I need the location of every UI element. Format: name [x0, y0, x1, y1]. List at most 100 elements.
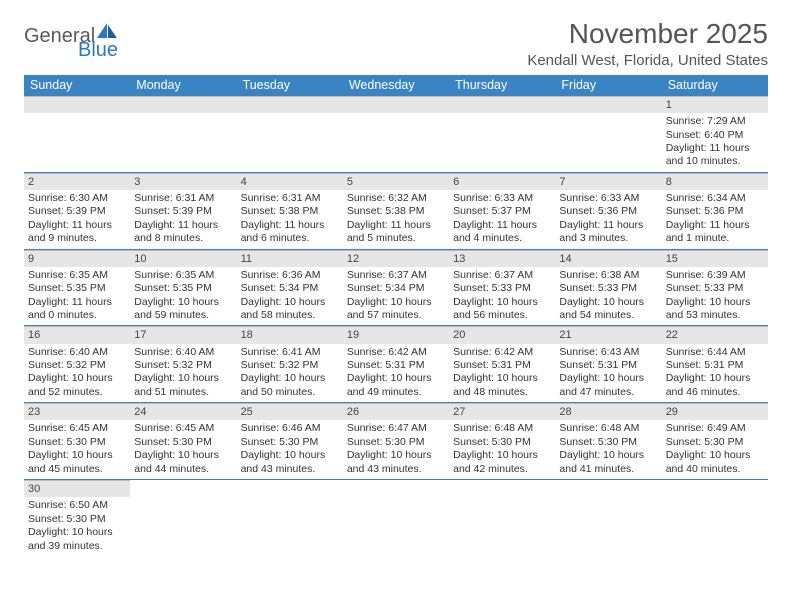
- empty-cell: [449, 480, 555, 556]
- day-cell: 13 Sunrise: 6:37 AMSunset: 5:33 PMDayligh…: [449, 249, 555, 326]
- sunset: Sunset: 5:32 PM: [134, 359, 232, 372]
- day-details: Sunrise: 6:40 AMSunset: 5:32 PMDaylight:…: [130, 344, 236, 403]
- day-cell: 20Sunrise: 6:42 AMSunset: 5:31 PMDayligh…: [449, 326, 555, 403]
- empty-cell: [662, 480, 768, 556]
- day-details: Sunrise: 6:35 AMSunset: 5:35 PMDaylight:…: [24, 267, 130, 326]
- day-cell: 4Sunrise: 6:31 AMSunset: 5:38 PMDaylight…: [237, 172, 343, 249]
- daylight: Daylight: 10 hours and 53 minutes.: [666, 296, 764, 323]
- sunrise: Sunrise: 6:48 AM: [559, 422, 657, 435]
- day-details: Sunrise: 6:42 AMSunset: 5:31 PMDaylight:…: [343, 344, 449, 403]
- sunrise: Sunrise: 6:50 AM: [28, 499, 126, 512]
- day-number: 27: [449, 403, 555, 420]
- sunrise: Sunrise: 6:32 AM: [347, 192, 445, 205]
- daylight: Daylight: 11 hours and 3 minutes.: [559, 219, 657, 246]
- day-number: 9: [24, 250, 130, 267]
- dayhead-wed: Wednesday: [343, 75, 449, 96]
- daylight: Daylight: 10 hours and 42 minutes.: [453, 449, 551, 476]
- title-block: November 2025 Kendall West, Florida, Uni…: [527, 18, 768, 69]
- day-details: Sunrise: 6:45 AMSunset: 5:30 PMDaylight:…: [130, 420, 236, 479]
- sunrise: Sunrise: 6:37 AM: [453, 269, 551, 282]
- sunset: Sunset: 5:30 PM: [134, 436, 232, 449]
- calendar-page: GeneralBlue November 2025 Kendall West, …: [0, 0, 792, 566]
- empty-daynum: [24, 96, 130, 113]
- sunrise: Sunrise: 6:36 AM: [241, 269, 339, 282]
- daylight: Daylight: 10 hours and 49 minutes.: [347, 372, 445, 399]
- sunset: Sunset: 5:38 PM: [347, 205, 445, 218]
- sunrise: Sunrise: 6:45 AM: [134, 422, 232, 435]
- day-number: 2: [24, 173, 130, 190]
- day-cell: 30Sunrise: 6:50 AMSunset: 5:30 PMDayligh…: [24, 480, 130, 556]
- day-details: Sunrise: 6:32 AMSunset: 5:38 PMDaylight:…: [343, 190, 449, 249]
- sunset: Sunset: 5:33 PM: [453, 282, 551, 295]
- brand-name: GeneralBlue: [24, 24, 118, 66]
- day-details: Sunrise: 6:38 AMSunset: 5:33 PMDaylight:…: [555, 267, 661, 326]
- day-number: 17: [130, 326, 236, 343]
- sunset: Sunset: 5:34 PM: [241, 282, 339, 295]
- sunset: Sunset: 5:31 PM: [347, 359, 445, 372]
- sunset: Sunset: 5:36 PM: [559, 205, 657, 218]
- sunrise: Sunrise: 6:35 AM: [134, 269, 232, 282]
- brand-logo: GeneralBlue: [24, 18, 118, 66]
- daylight: Daylight: 10 hours and 46 minutes.: [666, 372, 764, 399]
- day-number: 19: [343, 326, 449, 343]
- calendar-body: 1Sunrise: 7:29 AMSunset: 6:40 PMDaylight…: [24, 96, 768, 556]
- empty-daynum: [555, 96, 661, 113]
- month-title: November 2025: [527, 18, 768, 50]
- day-number: 26: [343, 403, 449, 420]
- sunrise: Sunrise: 6:48 AM: [453, 422, 551, 435]
- day-cell: 8Sunrise: 6:34 AMSunset: 5:36 PMDaylight…: [662, 172, 768, 249]
- week-row: 23Sunrise: 6:45 AMSunset: 5:30 PMDayligh…: [24, 403, 768, 480]
- day-details: Sunrise: 6:40 AMSunset: 5:32 PMDaylight:…: [24, 344, 130, 403]
- day-details: Sunrise: 6:42 AMSunset: 5:31 PMDaylight:…: [449, 344, 555, 403]
- day-cell: 29Sunrise: 6:49 AMSunset: 5:30 PMDayligh…: [662, 403, 768, 480]
- day-number: 28: [555, 403, 661, 420]
- day-details: Sunrise: 6:36 AMSunset: 5:34 PMDaylight:…: [237, 267, 343, 326]
- empty-cell: [130, 96, 236, 172]
- daylight: Daylight: 10 hours and 56 minutes.: [453, 296, 551, 323]
- day-number: 13: [449, 250, 555, 267]
- daylight: Daylight: 11 hours and 4 minutes.: [453, 219, 551, 246]
- day-cell: 7 Sunrise: 6:33 AMSunset: 5:36 PMDaylight…: [555, 172, 661, 249]
- dayhead-thu: Thursday: [449, 75, 555, 96]
- day-details: Sunrise: 6:37 AMSunset: 5:34 PMDaylight:…: [343, 267, 449, 326]
- day-number: 7: [555, 173, 661, 190]
- week-row: 16Sunrise: 6:40 AMSunset: 5:32 PMDayligh…: [24, 326, 768, 403]
- daylight: Daylight: 10 hours and 43 minutes.: [241, 449, 339, 476]
- empty-cell: [130, 480, 236, 556]
- day-cell: 6Sunrise: 6:33 AMSunset: 5:37 PMDaylight…: [449, 172, 555, 249]
- daylight: Daylight: 10 hours and 41 minutes.: [559, 449, 657, 476]
- day-details: Sunrise: 6:50 AMSunset: 5:30 PMDaylight:…: [24, 497, 130, 556]
- day-cell: 17Sunrise: 6:40 AMSunset: 5:32 PMDayligh…: [130, 326, 236, 403]
- sunset: Sunset: 5:30 PM: [559, 436, 657, 449]
- sunset: Sunset: 5:30 PM: [28, 513, 126, 526]
- empty-cell: [343, 480, 449, 556]
- day-cell: 2Sunrise: 6:30 AMSunset: 5:39 PMDaylight…: [24, 172, 130, 249]
- day-number: 5: [343, 173, 449, 190]
- sunset: Sunset: 5:31 PM: [453, 359, 551, 372]
- sunset: Sunset: 5:39 PM: [28, 205, 126, 218]
- day-number: 14: [555, 250, 661, 267]
- day-cell: 12Sunrise: 6:37 AMSunset: 5:34 PMDayligh…: [343, 249, 449, 326]
- week-row: 2Sunrise: 6:30 AMSunset: 5:39 PMDaylight…: [24, 172, 768, 249]
- day-details: Sunrise: 6:45 AMSunset: 5:30 PMDaylight:…: [24, 420, 130, 479]
- sunset: Sunset: 5:36 PM: [666, 205, 764, 218]
- day-details: Sunrise: 6:48 AMSunset: 5:30 PMDaylight:…: [449, 420, 555, 479]
- calendar-table: Sunday Monday Tuesday Wednesday Thursday…: [24, 75, 768, 556]
- daylight: Daylight: 11 hours and 6 minutes.: [241, 219, 339, 246]
- day-number: 25: [237, 403, 343, 420]
- daylight: Daylight: 10 hours and 52 minutes.: [28, 372, 126, 399]
- day-details: Sunrise: 6:46 AMSunset: 5:30 PMDaylight:…: [237, 420, 343, 479]
- sunset: Sunset: 5:30 PM: [28, 436, 126, 449]
- sunset: Sunset: 5:35 PM: [134, 282, 232, 295]
- sunrise: Sunrise: 6:33 AM: [559, 192, 657, 205]
- week-row: 1Sunrise: 7:29 AMSunset: 6:40 PMDaylight…: [24, 96, 768, 172]
- sunrise: Sunrise: 6:42 AM: [453, 346, 551, 359]
- sunrise: Sunrise: 6:39 AM: [666, 269, 764, 282]
- empty-cell: [449, 96, 555, 172]
- sail-icon: [96, 22, 118, 40]
- sunset: Sunset: 5:32 PM: [28, 359, 126, 372]
- sunrise: Sunrise: 6:40 AM: [134, 346, 232, 359]
- day-number: 15: [662, 250, 768, 267]
- daylight: Daylight: 10 hours and 57 minutes.: [347, 296, 445, 323]
- daylight: Daylight: 10 hours and 43 minutes.: [347, 449, 445, 476]
